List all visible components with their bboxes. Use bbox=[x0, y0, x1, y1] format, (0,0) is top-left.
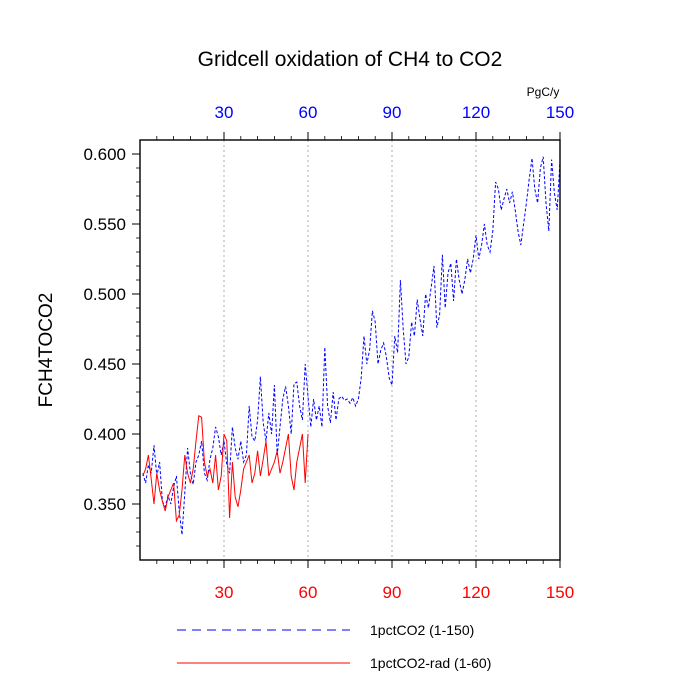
series-line-1 bbox=[142, 156, 561, 535]
series-line-2 bbox=[142, 415, 309, 523]
legend-label-2: 1pctCO2-rad (1-60) bbox=[370, 655, 491, 671]
x-tick-label: 150 bbox=[546, 583, 574, 602]
plot-frame bbox=[139, 139, 561, 561]
top-axis-unit-label: PgC/y bbox=[527, 85, 560, 99]
legend: 1pctCO2 (1-150) 1pctCO2-rad (1-60) bbox=[177, 622, 491, 671]
axis-ticks: 30 60 90 120 150 30 60 90 120 150 0.350 0.400 0.450 0… bbox=[83, 103, 574, 602]
y-axis-label: FCH4TOCO2 bbox=[36, 293, 57, 408]
plot-series bbox=[142, 156, 561, 535]
y-tick-label: 0.350 bbox=[83, 495, 126, 514]
x-tick-label: 60 bbox=[299, 583, 318, 602]
y-tick-label: 0.400 bbox=[83, 425, 126, 444]
vertical-gridlines bbox=[223, 140, 477, 560]
legend-label-1: 1pctCO2 (1-150) bbox=[370, 622, 474, 638]
x-tick-label: 120 bbox=[462, 583, 490, 602]
top-x-tick-label: 90 bbox=[383, 103, 402, 122]
top-x-tick-label: 150 bbox=[546, 103, 574, 122]
y-tick-label: 0.450 bbox=[83, 355, 126, 374]
y-tick-label: 0.550 bbox=[83, 215, 126, 234]
chart-title: Gridcell oxidation of CH4 to CO2 bbox=[198, 48, 503, 71]
y-tick-label: 0.600 bbox=[83, 145, 126, 164]
x-tick-label: 30 bbox=[215, 583, 234, 602]
top-x-tick-label: 60 bbox=[299, 103, 318, 122]
top-x-tick-label: 30 bbox=[215, 103, 234, 122]
x-tick-label: 90 bbox=[383, 583, 402, 602]
top-x-tick-label: 120 bbox=[462, 103, 490, 122]
y-tick-label: 0.500 bbox=[83, 285, 126, 304]
